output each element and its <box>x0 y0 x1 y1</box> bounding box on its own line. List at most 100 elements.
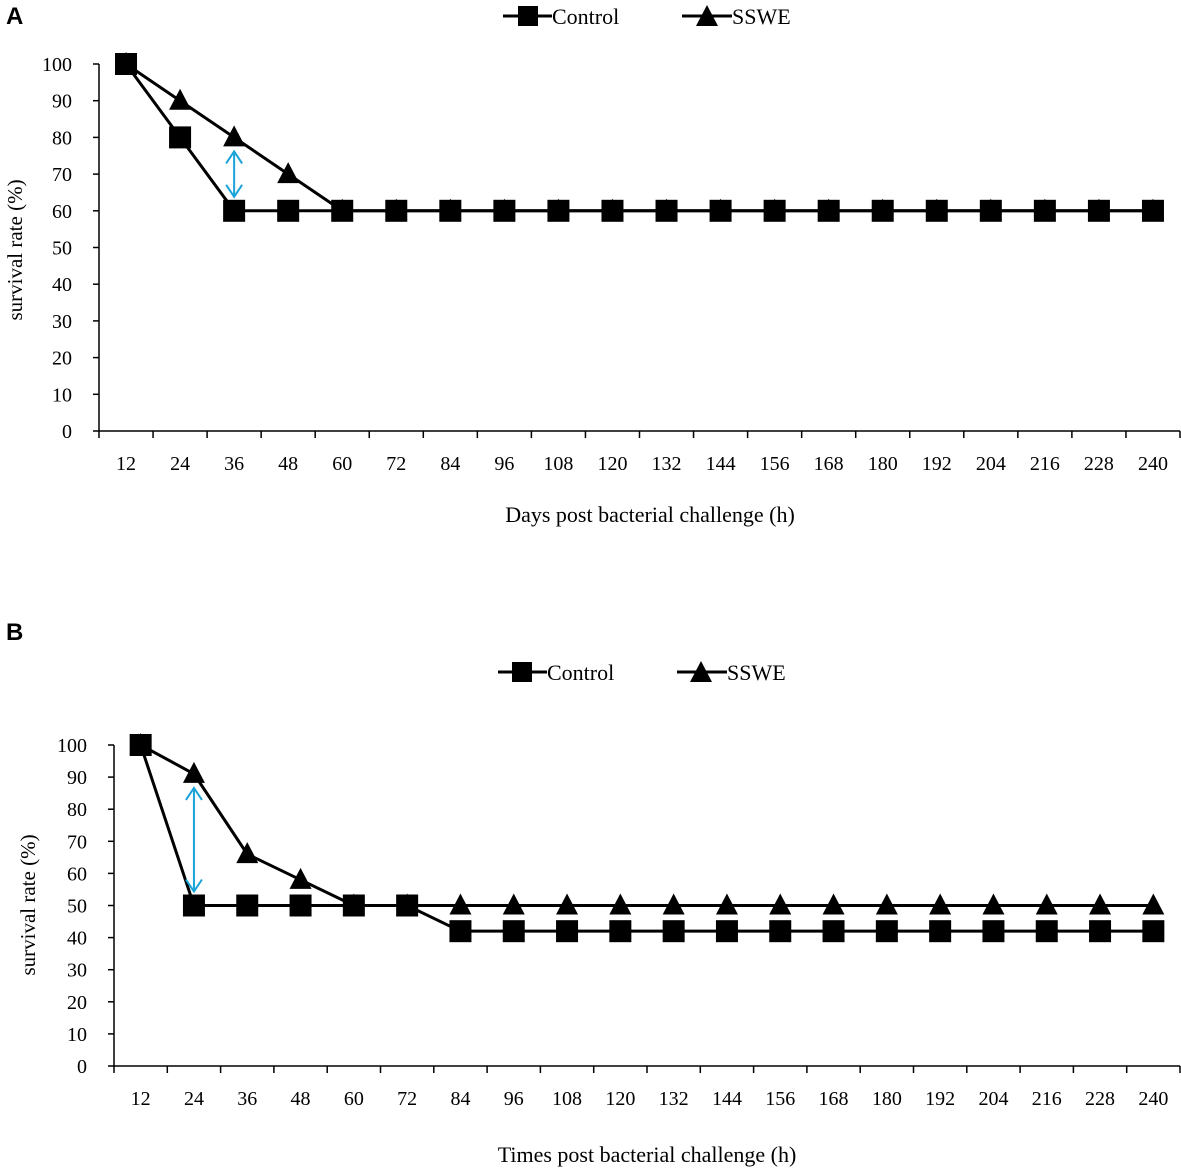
panel-b-point-control <box>342 894 365 917</box>
panel-b-x-tick-label: 240 <box>1138 1088 1168 1110</box>
panel-b-point-control <box>982 920 1005 943</box>
panel-b-x-tick-label: 96 <box>504 1088 524 1110</box>
panel-a-x-tick-label: 96 <box>494 453 514 475</box>
panel-b-point-sswe <box>875 893 898 915</box>
panel-b-point-control <box>662 920 685 943</box>
panel-a-point-control <box>169 126 192 149</box>
panel-b-point-control <box>556 920 579 943</box>
panel-a-point-control <box>277 199 300 222</box>
panel-b-point-control <box>929 920 952 943</box>
panel-b-point-control <box>236 894 259 917</box>
panel-a-x-tick-label: 72 <box>386 453 406 475</box>
panel-a-point-control <box>1087 199 1110 222</box>
panel-b-x-tick-label: 168 <box>819 1088 849 1110</box>
panel-a-legend-control-marker <box>518 6 538 26</box>
panel-b-point-control <box>1035 920 1058 943</box>
panel-a-point-control <box>1033 199 1056 222</box>
panel-a-point-control <box>223 199 246 222</box>
panel-b-x-tick-label: 84 <box>450 1088 470 1110</box>
panel-b-x-tick-label: 12 <box>131 1088 151 1110</box>
panel-b-x-tick-label: 60 <box>344 1088 364 1110</box>
panel-a-y-tick-label: 60 <box>52 201 72 223</box>
panel-a-point-control <box>493 199 516 222</box>
panel-a-y-tick-label: 0 <box>62 421 72 443</box>
panel-b-point-control <box>1142 920 1165 943</box>
panel-a-x-tick-label: 36 <box>224 453 244 475</box>
panel-b-legend-control-label: Control <box>547 660 614 685</box>
panel-a-y-axis-label: survival rate (%) <box>3 179 27 320</box>
panel-a-point-control <box>817 199 840 222</box>
panel-b-x-tick-label: 120 <box>605 1088 635 1110</box>
panel-b-point-sswe <box>449 893 472 915</box>
panel-b-y-tick-label: 90 <box>67 767 87 789</box>
panel-a-x-axis-label: Days post bacterial challenge (h) <box>505 502 795 527</box>
panel-b-y-tick-label: 70 <box>67 831 87 853</box>
panel-a-point-control <box>871 199 894 222</box>
panel-b-y-tick-label: 50 <box>67 896 87 918</box>
panel-a-point-control <box>439 199 462 222</box>
panel-a-x-tick-label: 240 <box>1138 453 1168 475</box>
panel-a-x-tick-label: 216 <box>1030 453 1060 475</box>
panel-a-x-tick-label: 108 <box>543 453 573 475</box>
panel-b-legend-sswe-label: SSWE <box>727 660 786 685</box>
panel-a-legend-sswe-marker <box>696 5 718 26</box>
panel-a-line-control <box>124 63 1153 213</box>
panel-a-point-control <box>925 199 948 222</box>
panel-b-x-tick-label: 192 <box>925 1088 955 1110</box>
panel-a-x-tick-label: 24 <box>170 453 190 475</box>
panel-a-point-sswe <box>169 88 192 110</box>
panel-a-point-control <box>763 199 786 222</box>
panel-b-y-axis-label: survival rate (%) <box>16 834 40 975</box>
panel-b-x-tick-label: 156 <box>765 1088 795 1110</box>
panel-b-x-axis-label: Times post bacterial challenge (h) <box>498 1142 797 1167</box>
panel-a-y-tick-label: 100 <box>42 54 72 76</box>
panel-b-line-sswe <box>139 743 1154 907</box>
panel-b-legend: Control SSWE <box>498 660 786 685</box>
panel-a-point-control <box>601 199 624 222</box>
panel-a-point-control <box>547 199 570 222</box>
panel-b-point-sswe <box>609 893 632 915</box>
panel-a-point-control <box>115 53 138 75</box>
panel-b-point-sswe <box>182 761 205 783</box>
panel-a-x-tick-label: 12 <box>116 453 136 475</box>
panel-b-point-sswe <box>929 893 952 915</box>
panel-b-point-control <box>396 894 419 917</box>
panel-b-y-tick-label: 30 <box>67 960 87 982</box>
panel-b-point-sswe <box>662 893 685 915</box>
panel-a-legend-control-label: Control <box>552 4 619 29</box>
panel-b-x-tick-label: 204 <box>978 1088 1008 1110</box>
panel-a-point-control <box>709 199 732 222</box>
panel-b-point-control <box>715 920 738 943</box>
panel-b-point-sswe <box>1142 893 1165 915</box>
panel-b-x-tick-label: 144 <box>712 1088 742 1110</box>
panel-b-point-control <box>1089 920 1112 943</box>
panel-a-line-sswe <box>125 62 1153 213</box>
panel-b-x-tick-label: 108 <box>552 1088 582 1110</box>
panel-b-point-control <box>609 920 632 943</box>
panel-b-point-sswe <box>236 842 259 864</box>
panel-a-x-tick-label: 132 <box>652 453 682 475</box>
panel-a-y-tick-label: 10 <box>52 384 72 406</box>
panel-a-legend-sswe-label: SSWE <box>732 4 791 29</box>
panel-b-annotation-arrow-head-up <box>185 786 203 801</box>
panel-b-point-sswe <box>822 893 845 915</box>
panel-b-point-control <box>769 920 792 943</box>
panel-b-point-sswe <box>1035 893 1058 915</box>
panel-b-point-sswe <box>982 893 1005 915</box>
panel-b-x-tick-label: 36 <box>237 1088 257 1110</box>
panel-a-y-tick-label: 90 <box>52 91 72 113</box>
panel-a-y-tick-label: 70 <box>52 164 72 186</box>
panel-a: A Control SSWE 0 10 20 30 40 50 60 70 80 90 100 12… <box>3 3 1181 527</box>
panel-b-point-control <box>502 920 525 943</box>
panel-a-label: A <box>6 3 23 30</box>
panel-b-point-sswe <box>715 893 738 915</box>
panel-a-x-tick-label: 144 <box>706 453 736 475</box>
panel-b-label: B <box>6 619 23 646</box>
panel-a-y-tick-label: 50 <box>52 238 72 260</box>
panel-a-point-control <box>979 199 1002 222</box>
panel-a-x-tick-label: 228 <box>1084 453 1114 475</box>
panel-a-point-control <box>655 199 678 222</box>
panel-b-point-control <box>129 734 152 756</box>
panel-b-point-sswe <box>556 893 579 915</box>
